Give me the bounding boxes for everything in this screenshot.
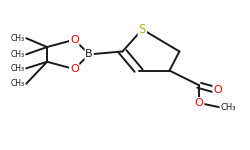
Text: O: O [213,85,222,95]
Text: S: S [138,23,146,36]
Text: CH₃: CH₃ [11,50,25,59]
Text: CH₃: CH₃ [11,34,25,43]
Text: CH₃: CH₃ [11,79,25,88]
Text: O: O [70,64,79,74]
Text: O: O [195,98,203,108]
Text: CH₃: CH₃ [11,64,25,73]
Text: B: B [85,49,93,59]
Text: O: O [70,35,79,45]
Text: CH₃: CH₃ [220,103,236,112]
